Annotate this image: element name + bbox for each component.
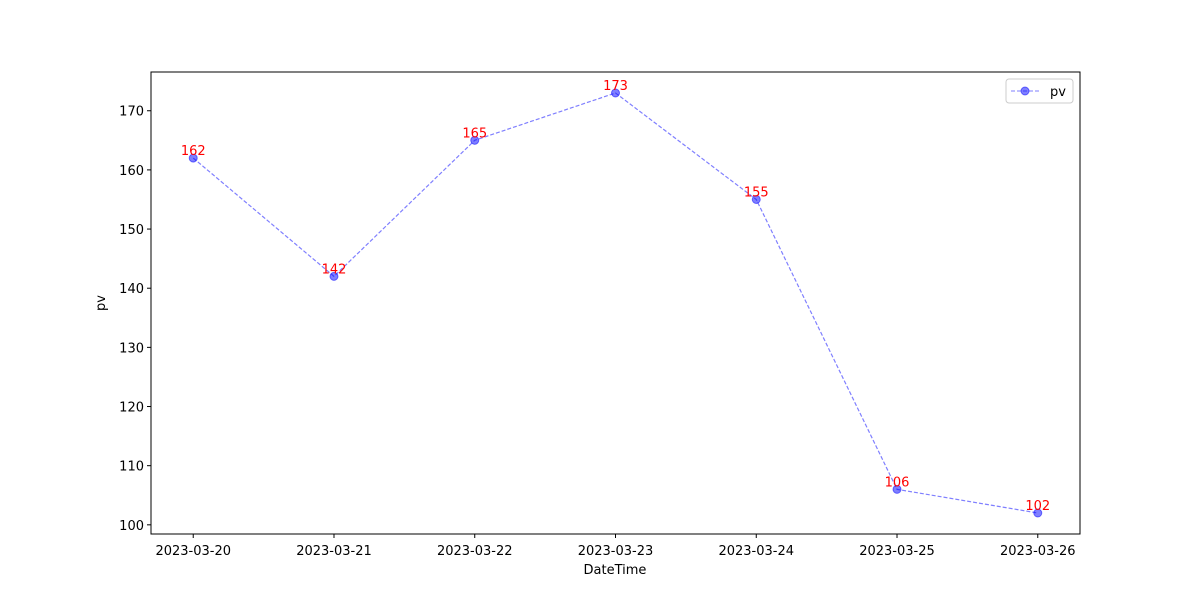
x-tick-label: 2023-03-20 (155, 544, 231, 559)
line (192, 92, 1038, 514)
y-tick-label: 140 (119, 282, 144, 297)
marker (188, 153, 198, 163)
x-tick-label: 2023-03-24 (718, 544, 794, 559)
legend-marker (1020, 86, 1030, 96)
x-tick-label: 2023-03-22 (437, 544, 513, 559)
data-label: 102 (1025, 499, 1050, 514)
data-label: 165 (462, 126, 487, 141)
y-tick-label: 150 (119, 223, 144, 238)
x-tick-label: 2023-03-21 (296, 544, 372, 559)
y-axis-label: pv (94, 295, 109, 311)
data-label: 142 (322, 262, 347, 277)
marker (751, 194, 761, 204)
data-label: 155 (744, 185, 769, 200)
y-tick-label: 170 (119, 105, 144, 120)
y-tick-label: 120 (119, 401, 144, 416)
y-tick-label: 130 (119, 341, 144, 356)
legend-label: pv (1050, 85, 1066, 100)
x-tick-label: 2023-03-25 (859, 544, 935, 559)
legend-box (1005, 78, 1074, 104)
marker (329, 271, 339, 281)
marker (611, 88, 620, 98)
plot-frame (150, 71, 1081, 535)
y-tick-label: 110 (119, 460, 144, 475)
data-label: 173 (603, 79, 628, 94)
x-axis-label: DateTime (584, 563, 647, 578)
data-label: 106 (885, 475, 910, 490)
marker (470, 135, 480, 145)
data-label: 162 (181, 144, 206, 159)
x-tick-label: 2023-03-23 (578, 544, 654, 559)
y-tick-label: 160 (119, 164, 144, 179)
y-tick-label: 100 (119, 519, 144, 534)
x-tick-label: 2023-03-26 (1000, 544, 1076, 559)
marker (892, 484, 902, 494)
marker (1033, 508, 1043, 518)
